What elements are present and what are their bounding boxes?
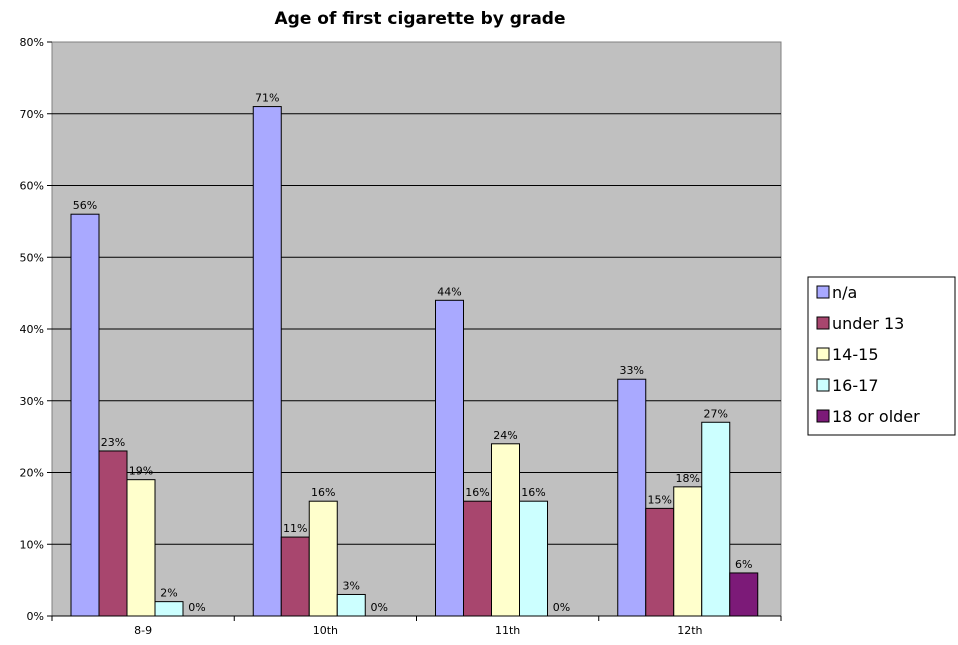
bar [617, 378, 647, 617]
x-tick-label: 12th [677, 624, 702, 637]
bar [673, 486, 703, 617]
data-label: 24% [493, 429, 517, 442]
data-label: 15% [648, 493, 672, 506]
bar [336, 593, 366, 617]
x-tick-label: 8-9 [134, 624, 152, 637]
data-label: 0% [553, 601, 570, 614]
bar [308, 500, 338, 617]
legend-label: 18 or older [832, 407, 920, 426]
y-tick-label: 0% [27, 610, 44, 623]
data-label: 33% [620, 364, 644, 377]
x-tick-label: 10th [313, 624, 338, 637]
legend-label: 14-15 [832, 345, 879, 364]
data-label: 27% [704, 407, 728, 420]
y-tick-label: 30% [20, 395, 44, 408]
data-label: 16% [521, 486, 545, 499]
y-axis: 0% 10% 20% 30% 40% 50% 60% 70% 80% [20, 36, 52, 623]
x-axis: 8-9 10th 11th 12th [51, 615, 782, 637]
data-label: 3% [343, 579, 360, 592]
bar [70, 213, 100, 617]
legend-label: 16-17 [832, 376, 879, 395]
bar [645, 507, 675, 617]
y-tick-label: 70% [20, 108, 44, 121]
legend-label: under 13 [832, 314, 904, 333]
data-label: 56% [73, 199, 97, 212]
data-label: 71% [255, 92, 279, 105]
data-label: 6% [735, 558, 752, 571]
bar [701, 421, 731, 617]
bar [435, 299, 464, 617]
data-label: 16% [311, 486, 335, 499]
bar [463, 500, 492, 617]
legend-swatch [816, 347, 830, 361]
y-tick-label: 10% [20, 538, 44, 551]
data-label: 44% [437, 285, 461, 298]
bar [252, 106, 282, 617]
legend: n/a under 13 14-15 16-17 18 or older [807, 276, 956, 436]
legend-swatch [816, 316, 830, 330]
chart-title: Age of first cigarette by grade [275, 9, 566, 29]
data-label: 2% [160, 587, 177, 600]
legend-swatch [816, 285, 830, 299]
bar [729, 572, 759, 617]
y-tick-label: 80% [20, 36, 44, 49]
legend-box [807, 276, 956, 436]
bar [154, 601, 184, 617]
data-label: 18% [676, 472, 700, 485]
data-labels: 56% 23% 19% 2% 0% 71% 11% 16% 3% 0% 44% 16% 24% 16% 0%… [73, 92, 753, 614]
bar [280, 536, 310, 617]
bar [126, 479, 156, 617]
y-tick-label: 50% [20, 251, 44, 264]
y-tick-label: 20% [20, 467, 44, 480]
data-label: 23% [101, 436, 125, 449]
legend-swatch [816, 378, 830, 392]
x-tick-label: 11th [495, 624, 520, 637]
data-label: 19% [129, 465, 153, 478]
bar [519, 500, 548, 617]
bars [70, 106, 759, 617]
data-label: 0% [371, 601, 388, 614]
legend-swatch [816, 409, 830, 423]
bar [491, 443, 520, 617]
y-tick-label: 40% [20, 323, 44, 336]
y-tick-label: 60% [20, 180, 44, 193]
data-label: 16% [465, 486, 489, 499]
data-label: 11% [283, 522, 307, 535]
legend-label: n/a [832, 283, 857, 302]
bar [98, 450, 128, 617]
data-label: 0% [188, 601, 205, 614]
